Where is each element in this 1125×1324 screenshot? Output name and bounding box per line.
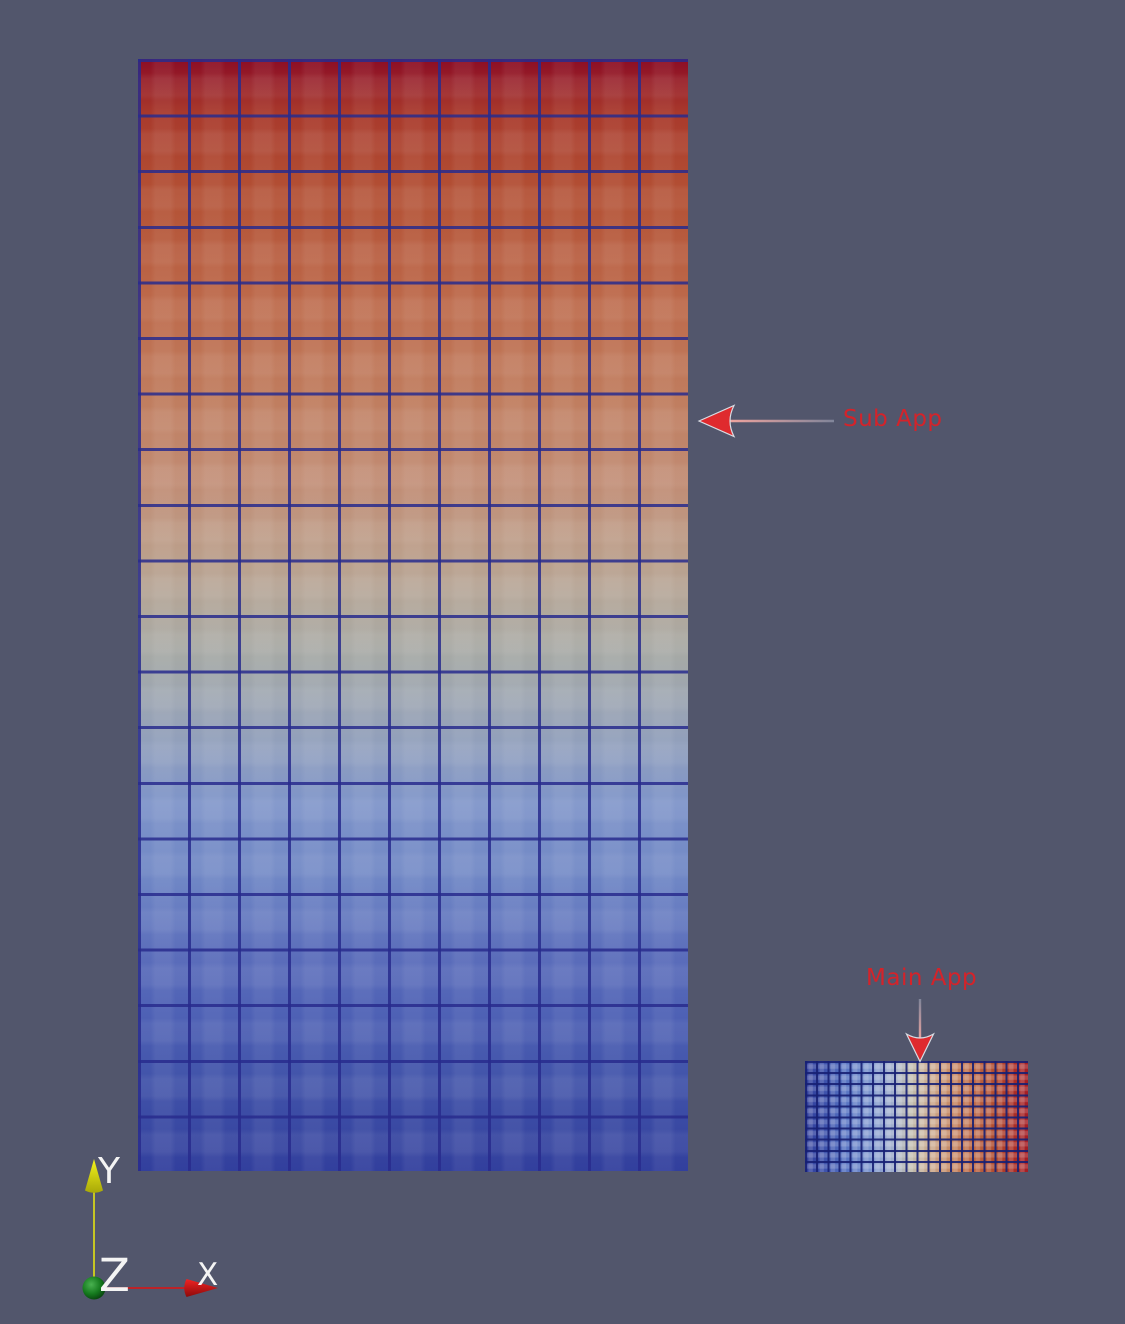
sub-app-arrow-icon	[697, 404, 834, 438]
sub-app-arrowhead	[697, 404, 736, 438]
main-app-label: Main App	[866, 965, 978, 991]
y-axis-arrow-icon	[85, 1159, 103, 1193]
mesh-sub-app[interactable]	[138, 59, 688, 1171]
x-axis-label: X	[197, 1257, 218, 1293]
z-axis-sphere-icon	[82, 1276, 106, 1300]
sub-app-label: Sub App	[843, 406, 943, 432]
y-axis-label: Y	[97, 1151, 121, 1192]
orientation-axes-widget: Y Z X	[82, 1151, 218, 1302]
main-app-mesh-gridlines	[805, 1061, 1028, 1172]
x-axis-arrow-icon	[184, 1279, 218, 1297]
main-app-arrow-icon	[905, 999, 935, 1063]
z-axis-label: Z	[99, 1249, 130, 1302]
mesh-main-app[interactable]	[805, 1061, 1028, 1172]
main-app-arrowhead	[905, 1032, 935, 1063]
sub-app-mesh-gridlines	[138, 59, 688, 1171]
